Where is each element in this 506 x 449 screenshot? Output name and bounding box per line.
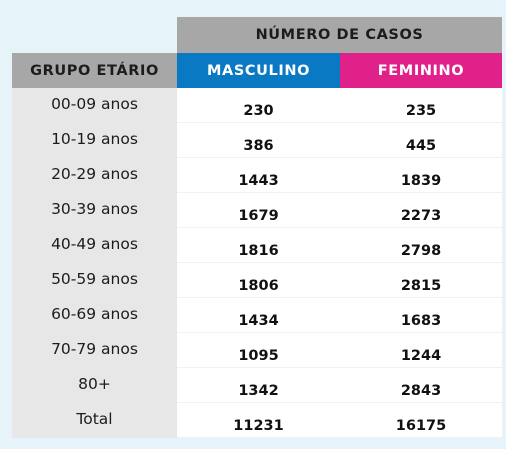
feminino-value-cell: 1244 [340,333,502,368]
table-row: 50-59 anos 1806 2815 [12,263,502,298]
age-group-cell: 20-29 anos [12,158,177,193]
table-body: 00-09 anos 230 235 10-19 anos 386 445 20… [12,88,502,438]
table-row: 00-09 anos 230 235 [12,88,502,123]
table-row: 10-19 anos 386 445 [12,123,502,158]
table-row: 20-29 anos 1443 1839 [12,158,502,193]
masculino-total-cell: 11231 [177,403,340,438]
feminino-value-cell: 1839 [340,158,502,193]
table-row: 60-69 anos 1434 1683 [12,298,502,333]
masculino-value-cell: 230 [177,88,340,123]
feminino-value-cell: 1683 [340,298,502,333]
table-row: 40-49 anos 1816 2798 [12,228,502,263]
masculino-value-cell: 1679 [177,193,340,228]
masculino-value-cell: 1342 [177,368,340,403]
table-row: 70-79 anos 1095 1244 [12,333,502,368]
age-group-cell: 30-39 anos [12,193,177,228]
age-group-cell: 10-19 anos [12,123,177,158]
feminino-value-cell: 2843 [340,368,502,403]
header-row: GRUPO ETÁRIO MASCULINO FEMININO [12,53,502,88]
header-feminino: FEMININO [340,53,502,88]
header-numero-de-casos: NÚMERO DE CASOS [177,17,502,53]
feminino-total-cell: 16175 [340,403,502,438]
feminino-value-cell: 2273 [340,193,502,228]
age-group-cell: Total [12,403,177,438]
table-row-total: Total 11231 16175 [12,403,502,438]
masculino-value-cell: 386 [177,123,340,158]
table-row: 80+ 1342 2843 [12,368,502,403]
age-group-cell: 70-79 anos [12,333,177,368]
age-group-cell: 60-69 anos [12,298,177,333]
age-group-cell: 80+ [12,368,177,403]
masculino-value-cell: 1816 [177,228,340,263]
masculino-value-cell: 1443 [177,158,340,193]
header-masculino: MASCULINO [177,53,340,88]
header-grupo-etario: GRUPO ETÁRIO [12,53,177,88]
masculino-value-cell: 1806 [177,263,340,298]
feminino-value-cell: 235 [340,88,502,123]
feminino-value-cell: 2815 [340,263,502,298]
table-row: 30-39 anos 1679 2273 [12,193,502,228]
feminino-value-cell: 445 [340,123,502,158]
age-group-cell: 00-09 anos [12,88,177,123]
age-group-cell: 40-49 anos [12,228,177,263]
feminino-value-cell: 2798 [340,228,502,263]
masculino-value-cell: 1434 [177,298,340,333]
masculino-value-cell: 1095 [177,333,340,368]
age-group-cell: 50-59 anos [12,263,177,298]
